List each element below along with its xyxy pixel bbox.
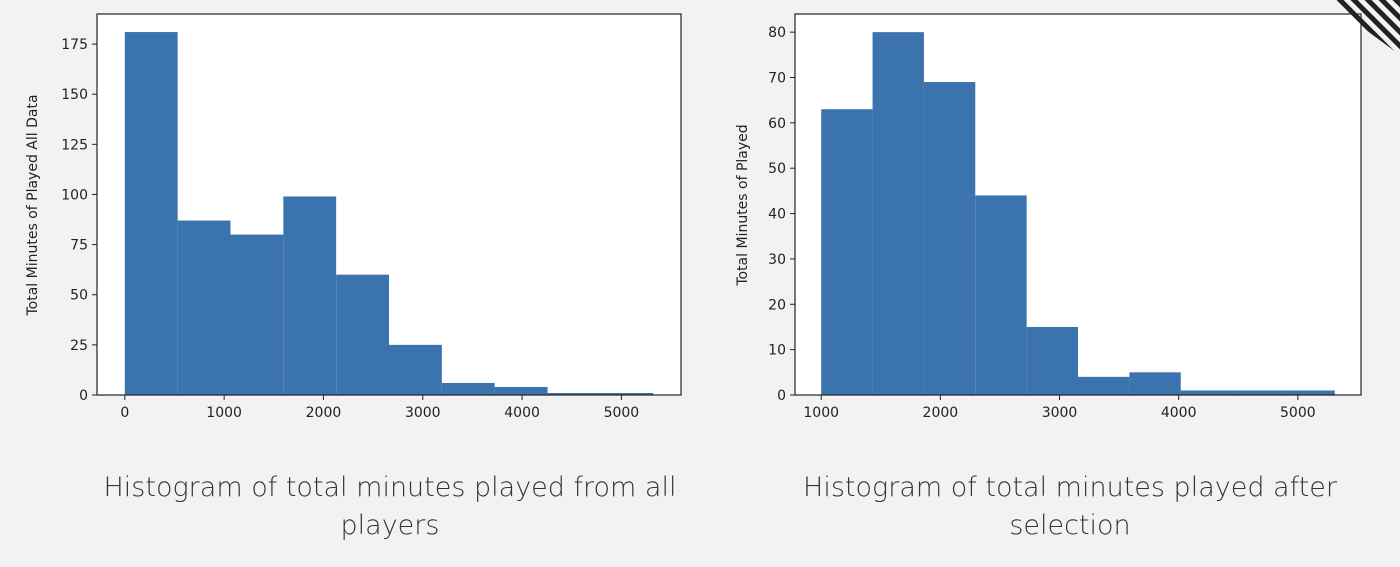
- histogram-bar: [1129, 372, 1181, 395]
- histogram-bar: [1232, 390, 1284, 395]
- y-tick-label: 25: [70, 338, 88, 354]
- y-tick-label: 70: [768, 71, 786, 87]
- plot-frame: [96, 13, 682, 396]
- histogram-bar: [389, 344, 442, 395]
- x-tick-label: 5000: [1280, 405, 1316, 421]
- histogram-bar: [872, 32, 924, 395]
- y-tick-label: 175: [61, 37, 88, 53]
- y-tick-label: 80: [768, 25, 786, 41]
- histogram-bar: [1078, 376, 1130, 395]
- y-tick-label: 75: [70, 238, 88, 254]
- y-tick-label: 150: [61, 87, 88, 103]
- histogram-bar: [336, 274, 389, 395]
- y-tick-label: 50: [768, 161, 786, 177]
- x-tick-label: 2000: [923, 405, 959, 421]
- y-tick-label: 100: [61, 187, 88, 203]
- y-tick-label: 0: [79, 388, 88, 404]
- histogram-bar: [283, 196, 337, 395]
- y-tick-label: 60: [768, 116, 786, 132]
- x-tick-label: 1000: [206, 405, 242, 421]
- ticks-group: 1000 2000 3000 4000 5000 0 10 20 30 40 50 60 70 80: [768, 25, 1315, 421]
- histogram-bar: [177, 220, 231, 395]
- bars-group: [821, 32, 1335, 395]
- bars-group: [124, 32, 654, 396]
- x-tick-label: 1000: [803, 405, 839, 421]
- histogram-bar: [230, 234, 284, 395]
- x-tick-label: 3000: [1042, 405, 1078, 421]
- x-tick-label: 4000: [504, 405, 540, 421]
- histogram-bar: [1026, 326, 1078, 395]
- plot-frame: [794, 13, 1362, 396]
- y-tick-label: 40: [768, 207, 786, 223]
- y-tick-label: 50: [70, 288, 88, 304]
- caption-after-selection: Histogram of total minutes played after …: [803, 472, 1337, 541]
- histogram-bar: [547, 392, 601, 395]
- x-tick-label: 2000: [306, 405, 342, 421]
- histogram-bar: [975, 195, 1027, 395]
- x-tick-label: 3000: [405, 405, 441, 421]
- histogram-after-selection: 1000 2000 3000 4000 5000 0 10 20 30 40 50 60 70 80 To…: [735, 13, 1362, 421]
- x-tick-label: 4000: [1161, 405, 1197, 421]
- histogram-bar: [494, 386, 548, 395]
- caption-all-players: Histogram of total minutes played from a…: [103, 472, 677, 541]
- y-axis-label: Total Minutes of Played: [735, 124, 751, 286]
- y-tick-label: 20: [768, 297, 786, 313]
- y-tick-label: 10: [768, 343, 786, 359]
- histogram-bar: [124, 32, 178, 396]
- histogram-bar: [923, 82, 976, 395]
- histogram-bar: [1283, 390, 1335, 395]
- y-tick-label: 30: [768, 252, 786, 268]
- x-tick-label: 0: [120, 405, 129, 421]
- y-tick-label: 0: [777, 388, 786, 404]
- x-tick-label: 5000: [604, 405, 640, 421]
- ticks-group: 0 1000 2000 3000 4000 5000 0 25 50 75 100 125 150 175: [61, 37, 639, 421]
- histogram-bar: [441, 382, 495, 395]
- y-tick-label: 125: [61, 137, 88, 153]
- histogram-bar: [600, 392, 654, 395]
- y-axis-label: Total Minutes of Played All Data: [25, 94, 41, 316]
- histogram-all-players: 0 1000 2000 3000 4000 5000 0 25 50 75 100 125 150 175…: [25, 13, 682, 421]
- histogram-bar: [821, 109, 873, 395]
- histogram-bar: [1180, 390, 1233, 395]
